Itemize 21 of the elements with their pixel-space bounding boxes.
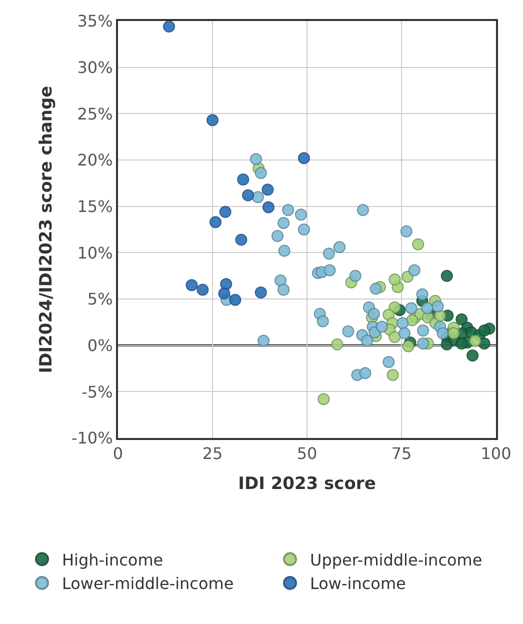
x-tick-label: 75 (391, 444, 412, 464)
y-tick-label: -5% (82, 382, 113, 402)
y-tick-label: 10% (77, 243, 113, 262)
y-tick-label: 25% (77, 104, 113, 124)
legend-label: Upper-middle-income (310, 550, 482, 570)
x-tick-label: 0 (112, 444, 124, 464)
y-tick-label: 35% (77, 12, 113, 31)
legend-label: High-income (62, 550, 164, 570)
y-axis-title: IDI2024/IDI2023 score change (36, 86, 57, 374)
x-tick-label: 100 (480, 444, 512, 464)
x-axis-title: IDI 2023 score (238, 474, 376, 494)
legend-label: Lower-middle-income (62, 574, 234, 594)
x-tick-label: 25 (202, 444, 223, 464)
y-tick-label: 5% (87, 290, 113, 309)
y-tick-label: -10% (71, 428, 113, 448)
y-tick-label: 30% (77, 58, 113, 77)
y-tick-label: 20% (77, 150, 113, 170)
y-tick-label: 0% (87, 336, 113, 355)
x-tick-label: 50 (296, 444, 318, 464)
y-tick-label: 15% (77, 196, 113, 216)
legend-label: Low-income (310, 574, 406, 594)
